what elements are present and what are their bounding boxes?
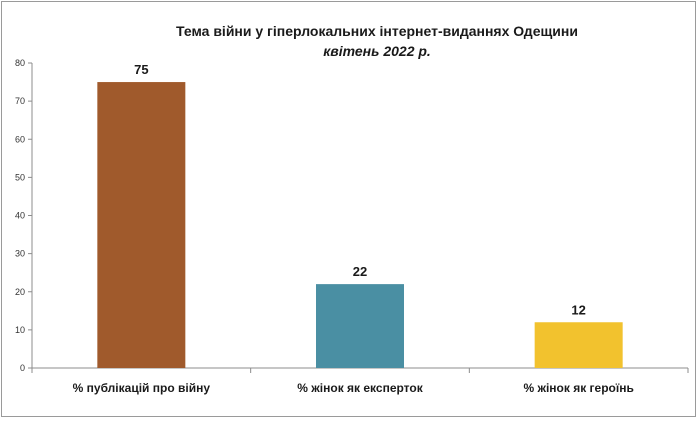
y-tick-label: 50: [15, 172, 25, 182]
y-tick-label: 10: [15, 325, 25, 335]
bar: [534, 322, 623, 368]
y-tick-label: 30: [15, 249, 25, 259]
category-label: % жінок як героїнь: [523, 381, 633, 395]
labels: 75 % публікацій про війну 22 % жінок як екс…: [73, 62, 634, 395]
bars: [97, 82, 623, 368]
data-label: 75: [134, 62, 148, 77]
y-tick-label: 20: [15, 287, 25, 297]
chart-subtitle: квітень 2022 р.: [323, 43, 431, 59]
chart-frame: Тема війни у гіперлокальних інтернет-вид…: [1, 1, 696, 417]
bar: [97, 82, 186, 368]
y-tick-label: 70: [15, 96, 25, 106]
y-tick-label: 0: [20, 363, 25, 373]
data-label: 12: [571, 302, 585, 317]
y-tick-label: 80: [15, 58, 25, 68]
y-tick-label: 60: [15, 134, 25, 144]
category-label: % публікацій про війну: [73, 381, 211, 395]
bar-chart: Тема війни у гіперлокальних інтернет-вид…: [15, 23, 689, 395]
category-label: % жінок як експерток: [297, 381, 423, 395]
bar: [316, 284, 404, 368]
data-label: 22: [353, 264, 367, 279]
chart-title: Тема війни у гіперлокальних інтернет-вид…: [176, 23, 578, 39]
y-tick-label: 40: [15, 211, 25, 221]
